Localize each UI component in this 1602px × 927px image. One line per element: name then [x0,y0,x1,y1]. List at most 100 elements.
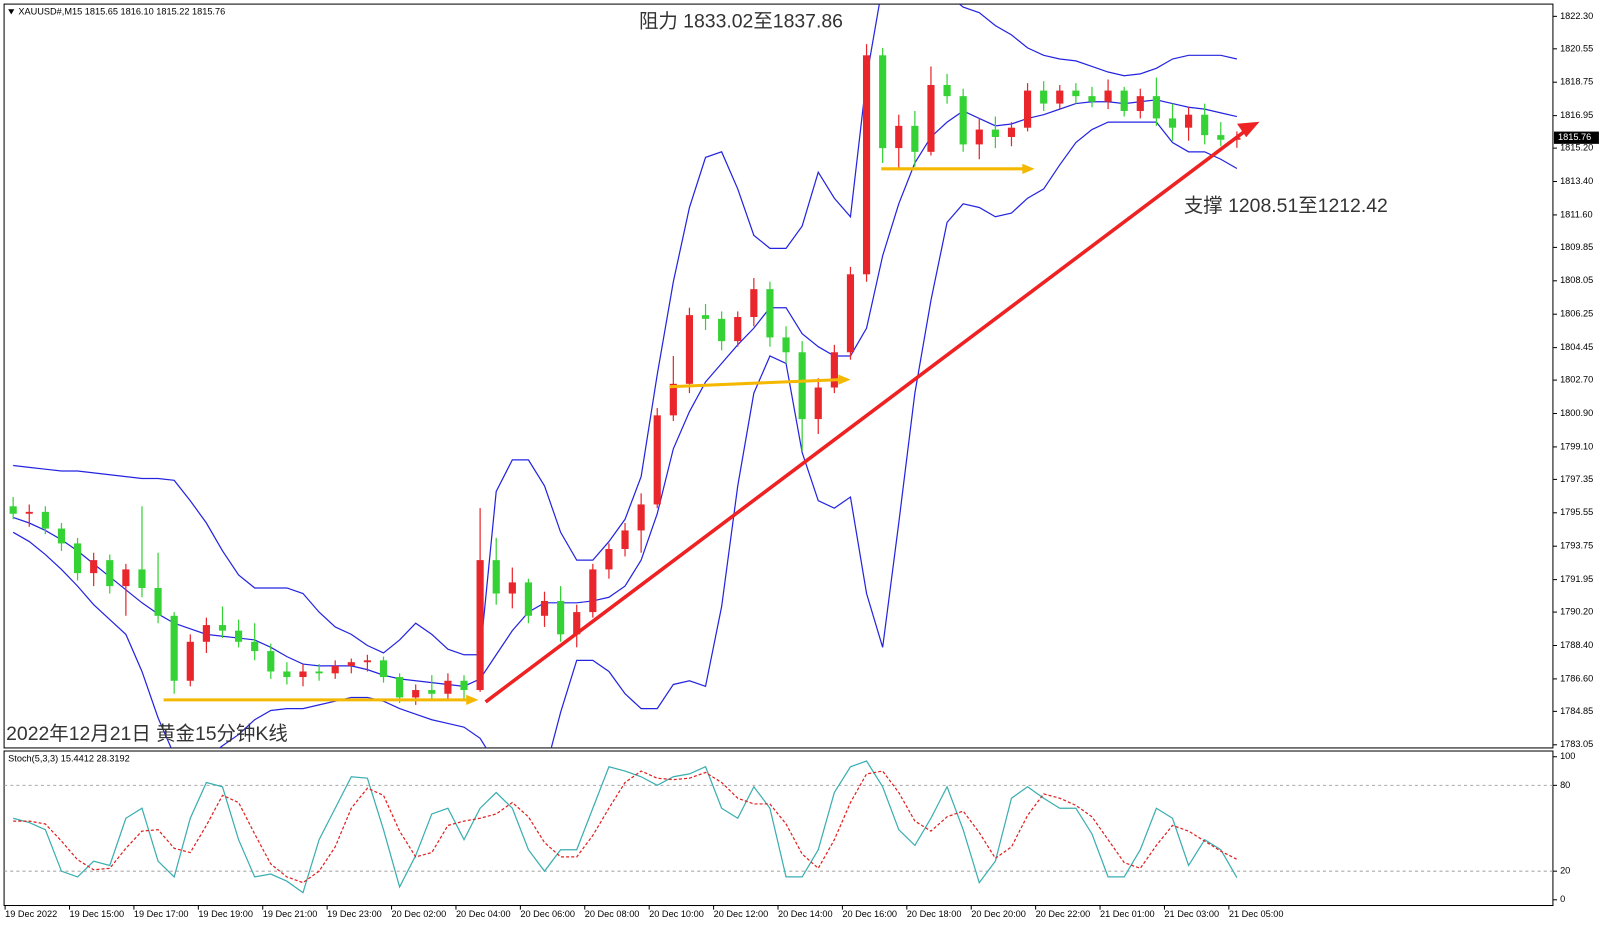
y-tick-label: 1802.70 [1560,375,1593,385]
annotation-shapes [163,121,1260,705]
candle-body [9,506,17,514]
candle-body [540,600,549,616]
candle-body [573,612,581,635]
candle-body [1007,127,1016,137]
y-tick-label: 1800.90 [1560,408,1593,418]
y-tick-label: 1786.60 [1560,673,1593,683]
candle-body [25,511,33,514]
chart-title: 2022年12月21日 黄金15分钟K线 [6,723,288,745]
y-tick-label: 1809.85 [1560,242,1593,252]
stoch-panel [3,750,1554,907]
stoch-line [13,770,1238,884]
candle-body [830,352,838,388]
candle-body [750,289,758,318]
candle-body [396,677,404,698]
bollinger-band [12,121,1238,748]
candle-body [621,530,629,549]
x-tick-label: 20 Dec 06:00 [520,909,575,919]
candle-body [991,129,999,137]
y-tick-label: 1788.40 [1560,640,1593,650]
candle-body [1152,96,1160,119]
candle-body [331,665,339,674]
y-tick-label: 1813.40 [1560,176,1593,186]
candle-body [653,415,661,505]
y-tick-label: 1815.20 [1560,143,1593,153]
stoch-plot [4,760,1553,894]
y-tick-label: 100 [1560,751,1575,761]
candle-body [1023,90,1032,128]
x-tick-label: 20 Dec 22:00 [1036,909,1091,919]
y-tick-label: 1793.75 [1560,541,1593,551]
y-tick-label: 1822.30 [1560,11,1593,21]
candle-body [1040,90,1048,104]
candle-body [766,289,774,338]
candle-body [911,125,919,152]
x-tick-label: 19 Dec 21:00 [263,909,318,919]
x-tick-label: 19 Dec 23:00 [327,909,382,919]
candle-body [476,560,484,691]
y-tick-label: 1795.55 [1560,507,1593,517]
candle-body [1072,90,1080,97]
candle-body [1168,118,1177,128]
annotation: 阻力 1833.02至1837.86 [639,11,843,33]
x-tick-label: 20 Dec 12:00 [714,909,769,919]
main-panel [3,3,1554,749]
candle-body [1120,90,1128,111]
y-tick-label: 1808.05 [1560,275,1593,285]
x-tick-label: 20 Dec 10:00 [649,909,704,919]
y-tick-label: 0 [1560,894,1565,904]
candle-body [1056,90,1064,104]
arrow-head [466,694,479,705]
x-tick-label: 20 Dec 14:00 [778,909,833,919]
candle-body [1217,135,1225,140]
candle-body [347,662,355,666]
stoch-header: Stoch(5,3,3) 15.4412 28.3192 [8,754,130,764]
x-tick-label: 20 Dec 20:00 [971,909,1026,919]
candle-body [685,315,694,384]
stoch-line [13,760,1238,894]
main-plot [9,4,1241,748]
candle-body [460,680,468,691]
candle-body [299,671,307,678]
bollinger-band [13,4,1238,656]
candle-body [170,615,178,681]
arrow-head [1022,163,1035,174]
support-arrow [669,378,841,389]
x-tick-label: 20 Dec 18:00 [907,909,962,919]
candle-body [895,125,903,149]
candle-body [1201,114,1209,136]
y-tick-label: 1790.20 [1560,607,1593,617]
candle-body [975,129,983,145]
x-tick-label: 19 Dec 19:00 [198,909,253,919]
candle-body [734,317,742,342]
candle-body [718,318,726,342]
candle-body [186,641,194,681]
candle-body [73,543,82,574]
candle-body [138,569,146,588]
candle-body [363,660,371,663]
candle-body [251,641,259,652]
candle-body [106,560,114,587]
y-tick-label: 20 [1560,866,1570,876]
candle-body [41,511,49,529]
x-tick-label: 21 Dec 05:00 [1229,909,1284,919]
candle-body [782,337,790,353]
candle-body [814,387,822,420]
x-tick-label: 20 Dec 16:00 [842,909,897,919]
y-tick-label: 1806.25 [1560,309,1593,319]
axes: 1822.30 1820.55 1818.75 1816.95 1815.20 1813.… [4,11,1599,919]
x-tick-label: 19 Dec 2022 [5,909,57,919]
y-tick-label: 1816.95 [1560,110,1593,120]
chart-header: XAUUSD#,M15 1815.65 1816.10 1815.22 1815… [18,7,225,17]
candle-body [927,85,935,152]
arrow-head [1237,121,1260,138]
x-tick-label: 20 Dec 04:00 [456,909,511,919]
y-tick-label: 1820.55 [1560,43,1593,53]
x-tick-label: 20 Dec 02:00 [392,909,447,919]
candle-body [508,582,516,594]
candle-body [862,55,871,275]
last-price-label: 1815.76 [1558,132,1591,142]
y-tick-label: 1791.95 [1560,574,1593,584]
candle-body [315,671,323,674]
